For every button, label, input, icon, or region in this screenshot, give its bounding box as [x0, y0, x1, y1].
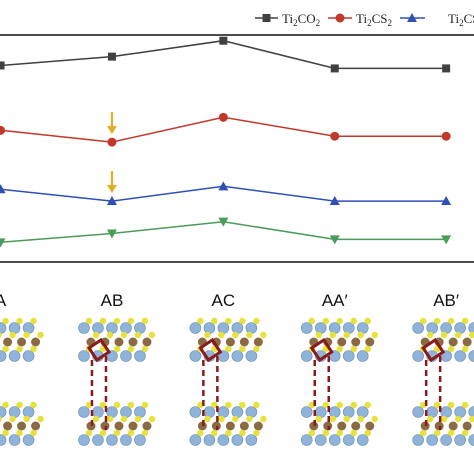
series-2-point-2: [218, 181, 229, 191]
structure-3: [300, 317, 378, 446]
series-0-point-1: [107, 52, 116, 61]
series-2-point-1: [106, 196, 117, 206]
series-1-point-3: [330, 131, 340, 141]
legend-label-ti2cs: Ti2CS: [448, 11, 474, 28]
stacking-label-1: AB: [101, 291, 124, 310]
series-3: [0, 217, 452, 248]
stacking-label-0: A: [0, 291, 7, 310]
atomic-structures-panel: A AB AC AA′ AB′: [0, 291, 474, 446]
structure-4: [412, 317, 474, 446]
structure-1: [78, 317, 156, 446]
highlight-box-1: [86, 337, 112, 363]
structure-0: [0, 317, 44, 446]
series-1-point-2: [218, 112, 228, 122]
series-3-point-1: [106, 229, 117, 239]
series-3-point-0: [0, 238, 6, 248]
series-3-point-2: [218, 217, 229, 227]
legend-item-ti2cs2: Ti2CS2: [328, 11, 392, 28]
series-1-point-4: [441, 131, 451, 141]
legend-label-ti2cs2: Ti2CS2: [356, 11, 392, 28]
series-3-point-3: [329, 235, 340, 245]
series-1-point-1: [107, 137, 117, 147]
series-0-point-2: [219, 36, 228, 45]
highlight-box-2: [198, 337, 223, 363]
plot-area: [0, 34, 474, 263]
series-1: [0, 112, 451, 147]
series-0: [0, 36, 451, 73]
structure-2: [189, 317, 267, 446]
series-2: [0, 181, 452, 206]
legend-item-ti2cs: Ti2CS: [400, 11, 474, 28]
legend-label-ti2co2: Ti2CO2: [282, 11, 320, 28]
legend: Ti2CO2 Ti2CS2 Ti2CS: [255, 11, 474, 28]
stacking-label-4: AB′: [433, 291, 459, 310]
series-0-point-4: [442, 64, 451, 73]
annotation-arrow-1: [106, 171, 117, 194]
series-1-point-0: [0, 125, 6, 135]
series-2-point-0: [0, 184, 6, 194]
stacking-label-2: AC: [212, 291, 236, 310]
series-0-point-3: [330, 64, 339, 73]
series-3-point-4: [441, 235, 452, 245]
highlight-box-3: [309, 337, 334, 363]
annotation-arrow-0: [106, 112, 117, 135]
series-0-point-0: [0, 61, 5, 70]
series-2-point-4: [441, 196, 452, 206]
legend-item-ti2co2: Ti2CO2: [255, 11, 320, 28]
series-2-point-3: [329, 196, 340, 206]
highlight-box-4: [421, 337, 446, 363]
stacking-label-3: AA′: [322, 291, 348, 310]
